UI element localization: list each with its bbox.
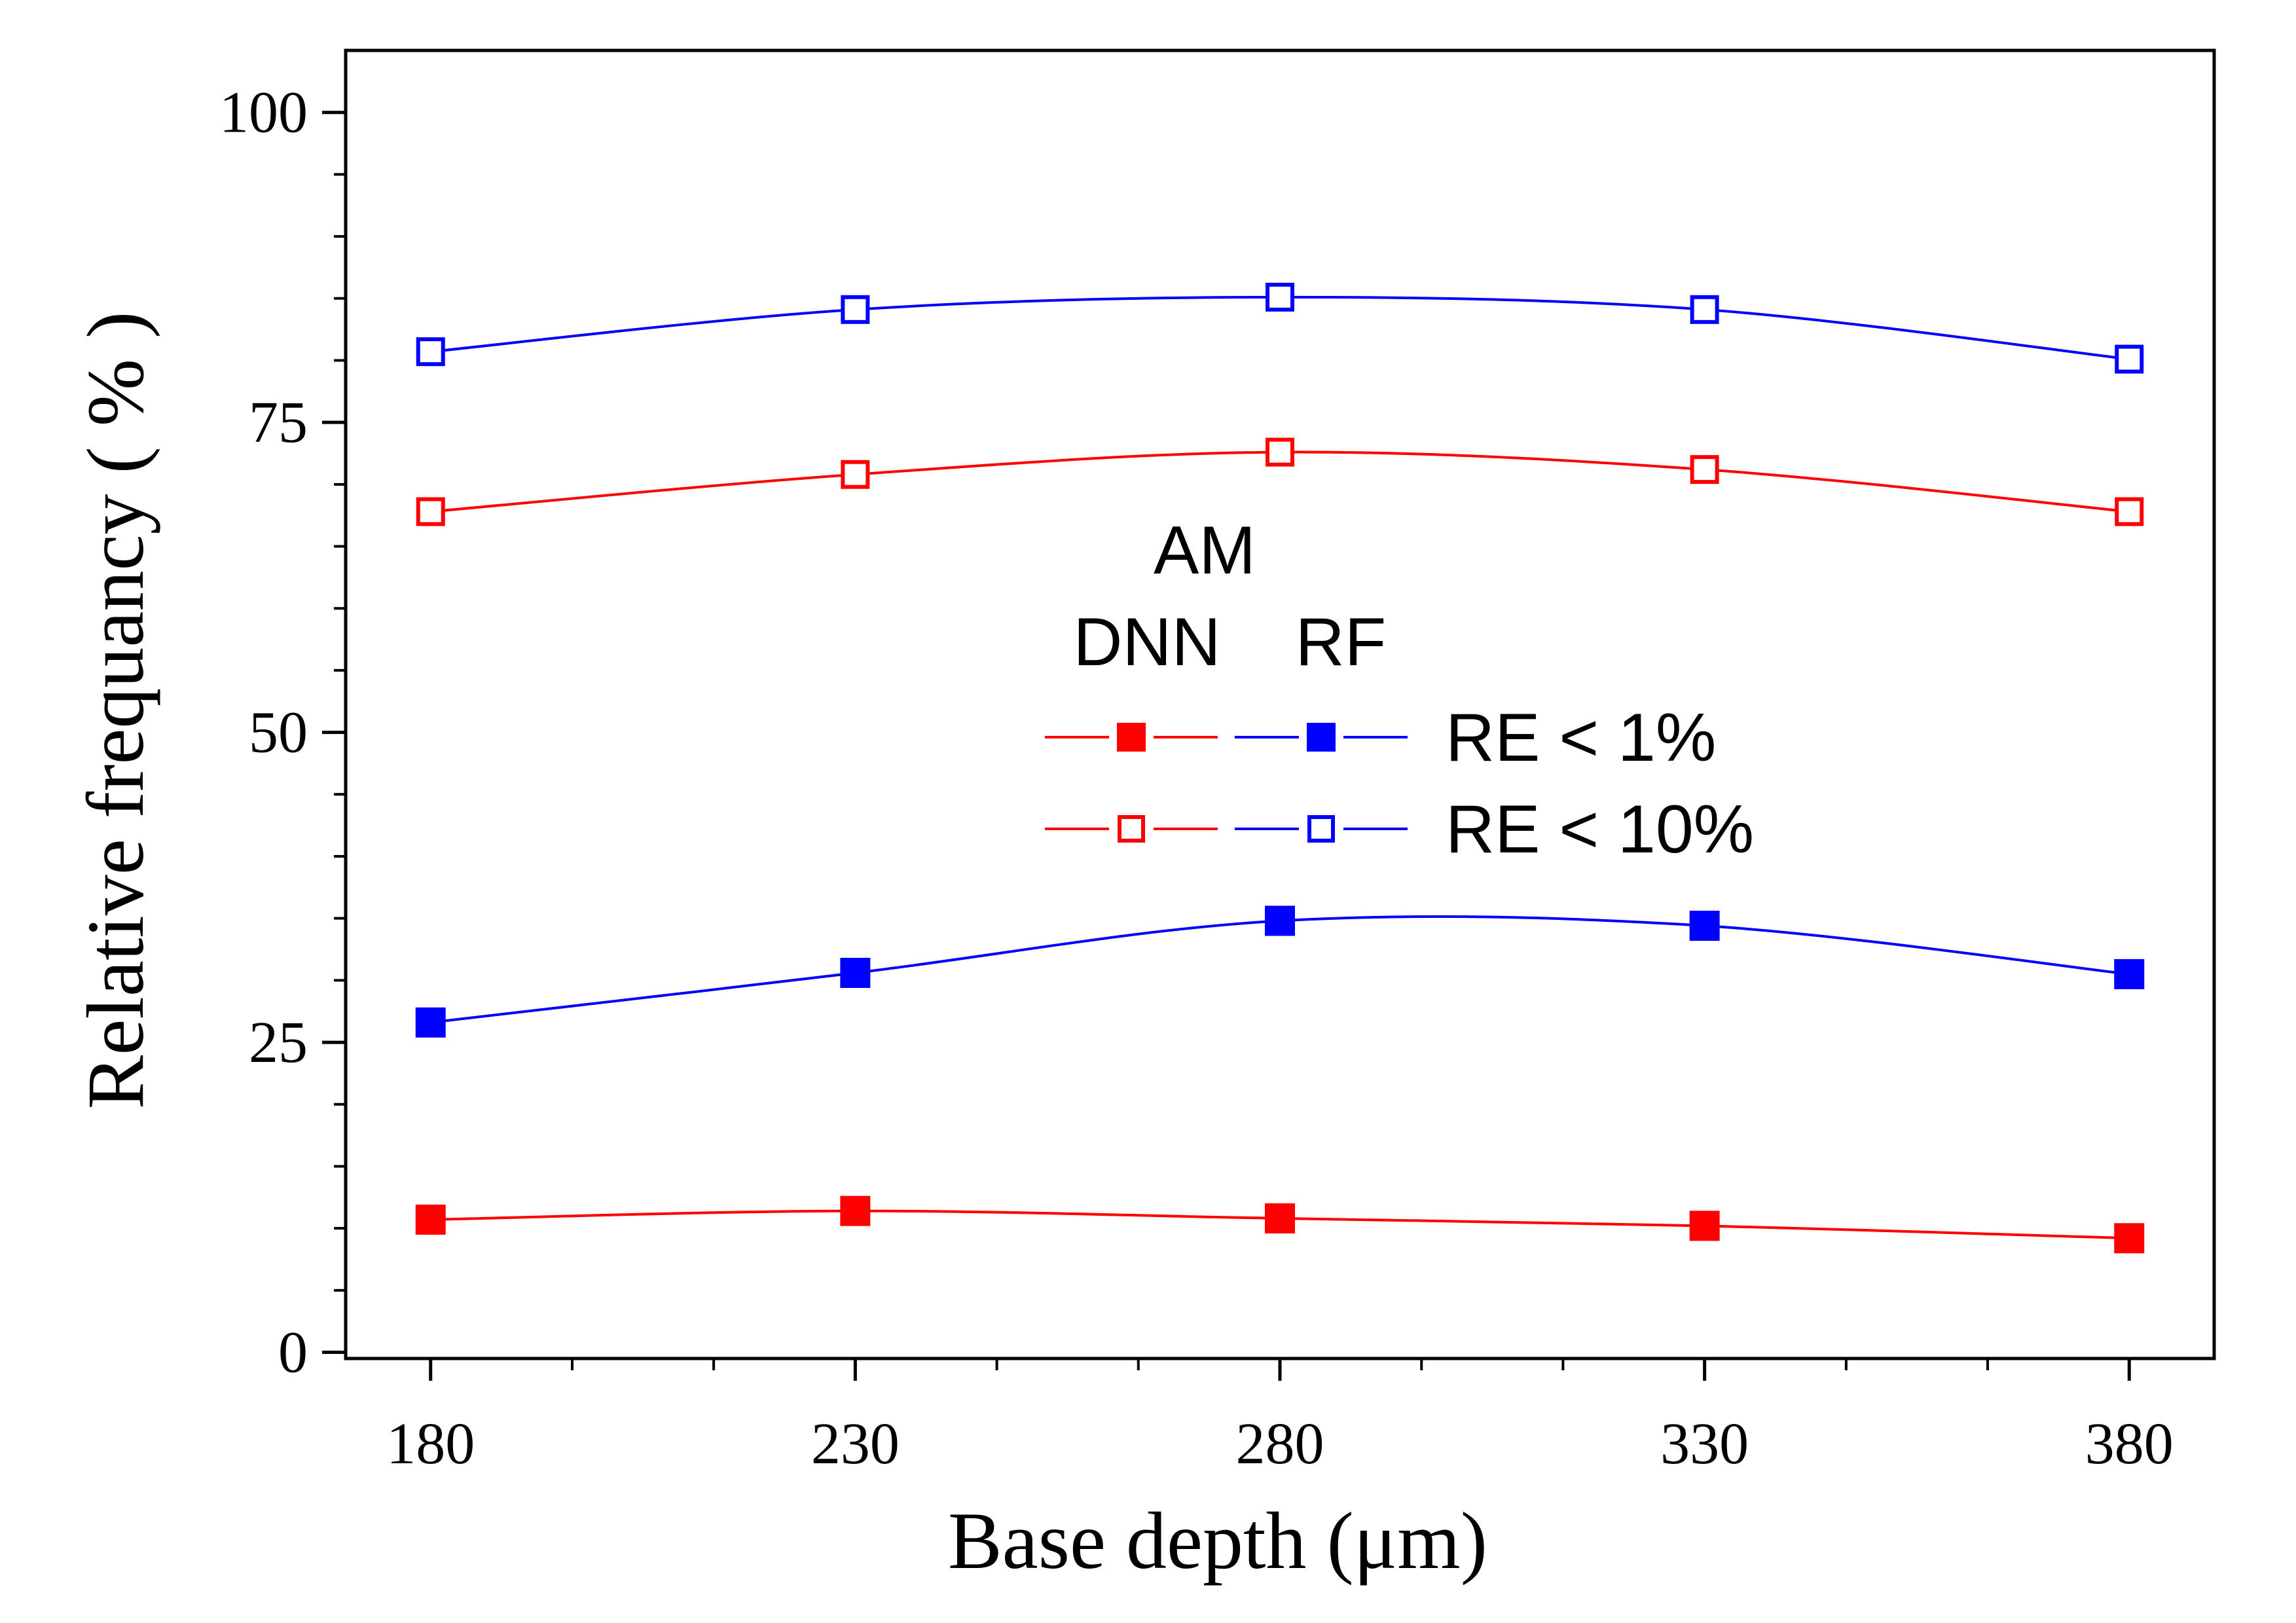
x-tick-label: 230	[811, 1412, 900, 1476]
data-point	[2114, 958, 2145, 989]
legend: AM DNN RF RE < 1% RE < 10%	[1045, 513, 1754, 867]
x-axis-title: Base depth (μm)	[948, 1496, 1487, 1586]
x-tick-label: 280	[1236, 1412, 1324, 1476]
legend-row-label-re1: RE < 1%	[1446, 700, 1716, 776]
y-tick-label: 0	[278, 1321, 308, 1385]
data-point	[841, 295, 870, 324]
x-tick-label: 180	[386, 1412, 475, 1476]
legend-sample	[1045, 815, 1218, 843]
data-point	[1265, 905, 1295, 936]
data-point	[415, 1204, 446, 1235]
data-point	[840, 1195, 871, 1226]
legend-row-label-re10: RE < 10%	[1446, 792, 1754, 867]
data-point	[840, 958, 871, 989]
data-point	[1689, 911, 1720, 941]
data-point	[416, 337, 445, 367]
legend-sample	[1235, 723, 1408, 752]
data-point	[1690, 295, 1719, 324]
x-tick-label: 330	[1660, 1412, 1749, 1476]
y-axis-title: Relative frequancy ( % )	[71, 312, 160, 1110]
data-point	[2115, 344, 2144, 374]
legend-group-header: AM	[1154, 513, 1256, 589]
data-point	[1266, 437, 1294, 467]
legend-sample-marker	[1117, 723, 1146, 752]
legend-sample-marker	[1307, 723, 1336, 752]
legend-sample-marker	[1118, 815, 1145, 843]
legend-sample-marker	[1307, 815, 1335, 843]
data-point	[1266, 282, 1294, 312]
y-axis: 0 25 50 75 100	[219, 81, 346, 1385]
series-dnn-re1	[415, 1195, 2145, 1254]
data-point	[416, 497, 445, 526]
data-point	[2114, 1223, 2145, 1254]
data-point	[1689, 1211, 1720, 1241]
legend-column-header-rf: RF	[1296, 604, 1387, 680]
series-rf-re10	[416, 282, 2144, 374]
plot-frame	[344, 48, 2216, 1360]
series-dnn-re10	[416, 437, 2144, 526]
x-axis: 180 230 280 330 380	[386, 1359, 2174, 1476]
y-tick-label: 75	[249, 390, 308, 455]
legend-sample	[1235, 815, 1408, 843]
legend-sample	[1045, 723, 1218, 752]
y-tick-label: 100	[219, 81, 308, 145]
series-layer	[415, 282, 2145, 1254]
data-point	[841, 460, 870, 489]
y-tick-label: 50	[249, 701, 308, 765]
data-point	[415, 1007, 446, 1038]
data-point	[1265, 1203, 1295, 1233]
legend-samples	[1045, 723, 1408, 843]
x-tick-label: 380	[2085, 1412, 2174, 1476]
data-point	[1690, 455, 1719, 484]
legend-column-header-dnn: DNN	[1073, 604, 1220, 680]
series-rf-re1	[415, 905, 2145, 1038]
y-tick-label: 25	[249, 1010, 308, 1075]
data-point	[2115, 497, 2144, 526]
